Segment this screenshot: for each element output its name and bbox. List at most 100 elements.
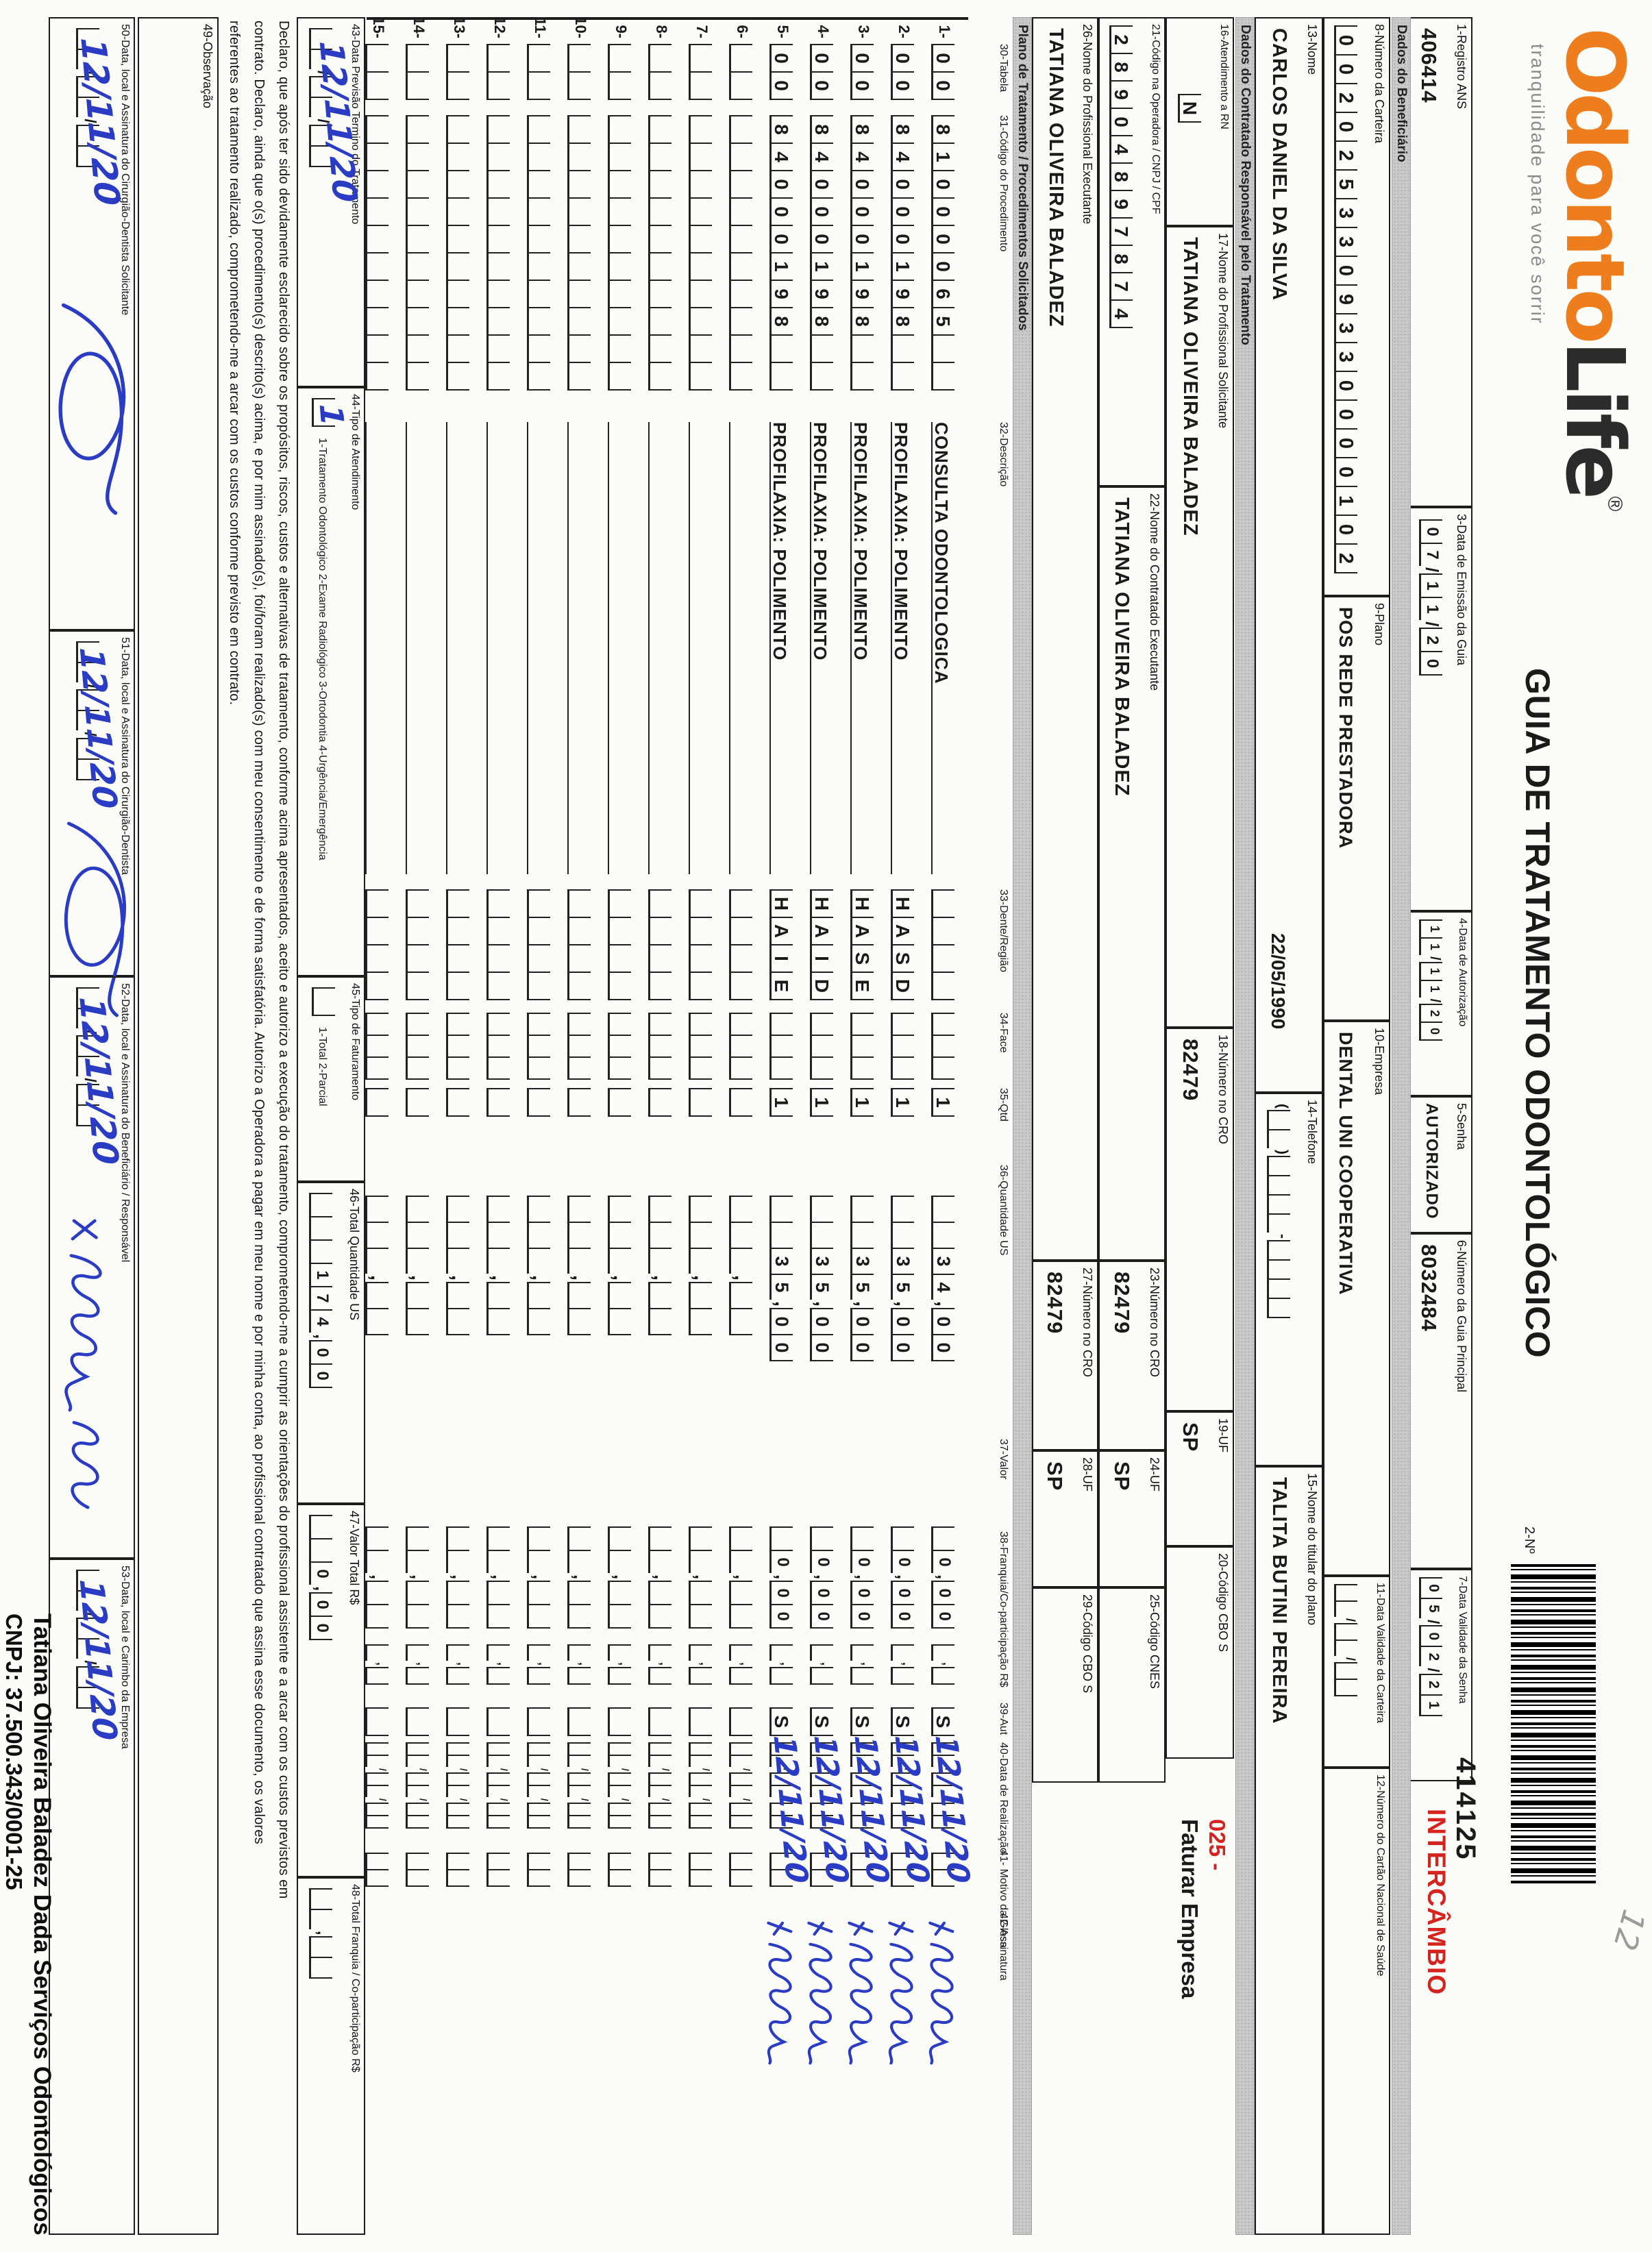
digit-cell: 0: [810, 44, 833, 71]
cell-tick: [309, 1639, 332, 1641]
cell-tick: [608, 1627, 631, 1629]
digit-cell: 0: [931, 170, 954, 197]
row-cells: 84000198: [810, 115, 833, 391]
row-cells: 00: [850, 44, 874, 100]
digit-cell: [689, 1814, 712, 1827]
digit-cell: [406, 307, 429, 334]
digit-cell: 0: [931, 44, 954, 71]
cell-tick: [931, 1360, 954, 1362]
digit-cell: [891, 1035, 914, 1056]
digit-cell: [689, 1282, 712, 1309]
field-empresa: 10-Empresa DENTAL UNI COOPERATIVA: [1323, 1021, 1390, 1576]
digit-cell: 4: [850, 143, 874, 170]
digit-cell: 0: [931, 71, 954, 99]
cell-tick: [689, 1078, 712, 1080]
field-label: 5-Senha: [1455, 1103, 1468, 1150]
digit-cell: [527, 170, 550, 197]
cell-tick: [810, 1627, 833, 1629]
row-cells: [406, 44, 429, 100]
row-cells: 35,00: [810, 1196, 833, 1362]
table-header-38: 38-Franquia/Co-participação R$: [998, 1531, 1009, 1687]
digit-cell: 8: [850, 115, 874, 143]
cell-separator: ,: [651, 1574, 671, 1580]
digit-cell: [446, 1308, 469, 1335]
cbo-code-annotation: 025 -: [1205, 1819, 1230, 1871]
digit-cell: [608, 1644, 631, 1661]
digit-cell: [769, 1013, 793, 1035]
field-contratado-executante: 22-Nome do Contratado Executante TATIANA…: [1098, 486, 1166, 1261]
cell-tick: [365, 389, 389, 391]
digit-cell: 4: [1109, 299, 1133, 327]
cell-separator: /: [499, 1768, 510, 1771]
field-senha: 5-Senha AUTORIZADO: [1409, 1096, 1472, 1233]
digit-cell: A: [891, 917, 914, 944]
cell-tick: [891, 999, 914, 1000]
row-cells: [608, 1088, 631, 1117]
digit-cell: [406, 1802, 429, 1815]
digit-cell: A: [769, 917, 793, 944]
row-cells: ,: [446, 1644, 469, 1685]
field-nome-beneficiario: 13-Nome CARLOS DANIEL DA SILVA 22/05/199…: [1255, 17, 1323, 1093]
digit-cell: [486, 1814, 510, 1827]
digit-cell: E: [769, 972, 793, 999]
digit-cell: 2: [1109, 25, 1133, 53]
digit-cell: [406, 1604, 429, 1628]
digit-cell: [567, 252, 591, 280]
cell-tick: [891, 1078, 914, 1080]
digit-cell: [689, 1802, 712, 1815]
digit-cell: [567, 1581, 591, 1605]
cell-tick: [729, 1885, 752, 1887]
field-label: 23-Número no CRO: [1148, 1267, 1161, 1378]
table-header-42: 42-Assinatura: [998, 1913, 1009, 1981]
digit-cell: [486, 115, 510, 143]
digit-cell: 0: [810, 170, 833, 197]
digit-cell: [608, 1013, 631, 1035]
row-cells: ,: [446, 1526, 469, 1629]
cell-tick: [527, 1627, 550, 1629]
digit-cell: [608, 1248, 631, 1274]
digit-cell: 0: [1334, 428, 1357, 457]
procedure-description: PROFILAXIA: POLIMENTO: [850, 422, 871, 661]
cell-tick: [689, 1334, 712, 1336]
cell-tick: [608, 99, 631, 100]
digit-cell: [365, 225, 389, 252]
cell-tick: [406, 389, 429, 391]
digit-cell: [446, 1248, 469, 1274]
digit-cell: 2: [1419, 1004, 1442, 1022]
digit-cell: [446, 889, 469, 917]
row-cells: [689, 1088, 712, 1117]
cell-tick: [446, 1334, 469, 1336]
digit-cell: [486, 71, 510, 99]
description-line: [608, 422, 609, 874]
field-atendimento-rn: 16-Atendimento a RN N: [1166, 17, 1234, 226]
digit-cell: [486, 889, 510, 917]
cell-tick: [769, 1627, 793, 1629]
row-cells: 84000198: [850, 115, 874, 391]
row-cells: ,: [406, 1526, 429, 1629]
digit-cell: 0: [931, 1604, 954, 1628]
cell-tick: [567, 1115, 591, 1117]
row-cells: S: [931, 1707, 954, 1736]
cell-separator: ,: [312, 1586, 332, 1592]
cell-tick: [1419, 674, 1442, 676]
digit-cell: [567, 1644, 591, 1661]
digit-cell: A: [850, 917, 874, 944]
digit-cell: [689, 1308, 712, 1335]
digit-cell: [648, 115, 671, 143]
digit-cell: [689, 1772, 712, 1785]
cell-tick: [446, 389, 469, 391]
digit-cell: [365, 1088, 389, 1115]
row-cells: //: [365, 1742, 389, 1829]
procedure-description: PROFILAXIA: POLIMENTO: [769, 422, 790, 661]
cell-tick: [648, 99, 671, 100]
row-cells: [608, 889, 631, 1000]
digit-cell: [527, 1248, 550, 1274]
digit-cell: [931, 1035, 954, 1056]
cell-separator: ,: [456, 1662, 469, 1666]
digit-cell: [406, 1550, 429, 1573]
cell-tick: [810, 1078, 833, 1080]
cell-tick: [1267, 1317, 1290, 1318]
table-row-5: 5- 00 84000198 PROFILAXIA: POLIMENTO HAIE 1 35…: [765, 0, 815, 2252]
field-value-cells: //: [1334, 1584, 1357, 1697]
digit-cell: [486, 362, 510, 389]
